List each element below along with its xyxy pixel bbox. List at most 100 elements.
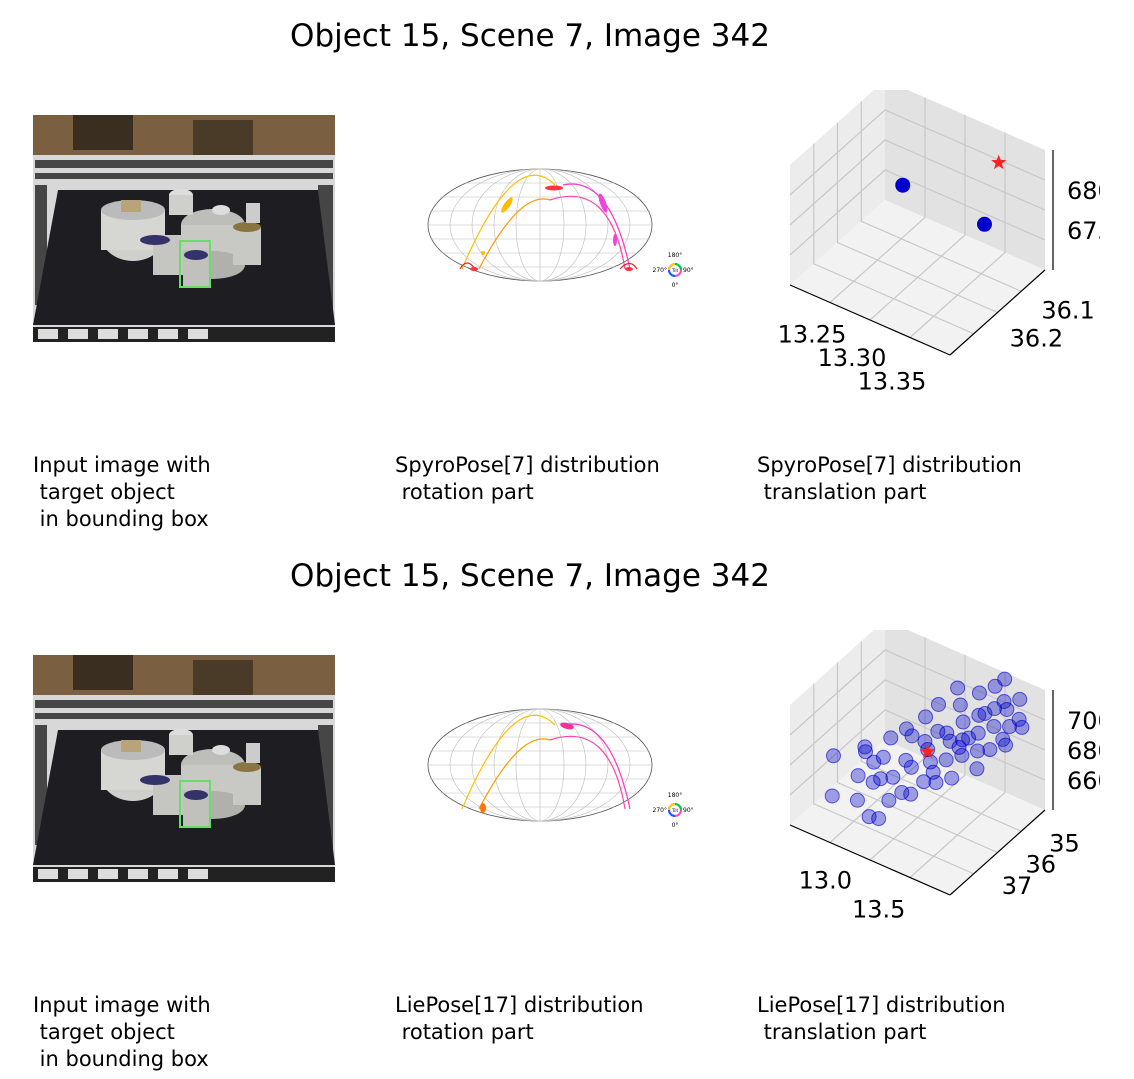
rotation-mollweide-2: 180° 270° 90° 0° Tilt (425, 705, 700, 839)
svg-text:270°: 270° (653, 267, 667, 274)
series-circle (895, 177, 992, 232)
caption-translation-1: SpyroPose[7] distribution translation pa… (757, 453, 1022, 504)
data-point (971, 707, 987, 723)
data-point (986, 718, 1002, 734)
data-point (849, 792, 865, 808)
caption-translation-2: LiePose[17] distribution translation par… (757, 993, 1006, 1044)
svg-text:0°: 0° (672, 822, 679, 829)
data-point (866, 754, 882, 770)
rotation-samples-orange (480, 803, 486, 813)
data-point (1012, 691, 1028, 707)
x-tick-label: 13.30 (818, 344, 887, 372)
svg-text:180°: 180° (668, 792, 682, 799)
data-point (971, 685, 987, 701)
data-point (903, 786, 919, 802)
scene-photo-1 (33, 115, 335, 342)
data-point (881, 792, 897, 808)
rotation-samples-yellow (481, 197, 513, 255)
data-point (961, 730, 977, 746)
series-star (991, 154, 1007, 170)
data-point (895, 177, 911, 193)
rotation-curve-pink (549, 195, 626, 270)
caption-rotation-1: SpyroPose[7] distribution rotation part (395, 453, 660, 504)
rotation-samples-magenta (598, 193, 617, 246)
data-point (1002, 719, 1018, 735)
rotation-samples-red (470, 185, 633, 271)
scene-photo-2 (33, 655, 335, 882)
data-point (952, 697, 968, 713)
data-point (970, 743, 986, 759)
data-point (996, 693, 1012, 709)
svg-text:Tilt: Tilt (671, 268, 679, 273)
y-tick-label: 36.2 (1010, 325, 1063, 353)
data-point (998, 737, 1014, 753)
grid-lines (789, 637, 1046, 878)
svg-text:270°: 270° (653, 807, 667, 814)
data-point (997, 671, 1013, 687)
data-point (861, 809, 877, 825)
figure-title-2: Object 15, Scene 7, Image 342 (290, 558, 770, 594)
data-point-star (991, 154, 1007, 170)
series-circle (824, 671, 1030, 827)
x-tick-label: 13.0 (799, 866, 852, 894)
z-tick-label: 700 (1067, 707, 1100, 735)
data-point (954, 732, 970, 748)
data-point (871, 811, 887, 827)
input-image-1 (33, 115, 335, 342)
y-tick-label: 35 (1049, 829, 1080, 857)
data-point (955, 714, 971, 730)
data-point (885, 769, 901, 785)
data-point (858, 744, 874, 760)
data-point (942, 733, 958, 749)
data-point (954, 747, 970, 763)
data-point-star (920, 743, 936, 759)
rotation-curve-yellow (461, 174, 556, 270)
data-point (873, 771, 889, 787)
data-point (982, 742, 998, 758)
svg-text:180°: 180° (668, 252, 682, 259)
svg-text:90°: 90° (683, 267, 694, 274)
rotation-curve-orange (478, 198, 551, 270)
data-point (938, 752, 954, 768)
data-point (970, 725, 986, 741)
axis-lines (789, 150, 1054, 356)
rotation-curve-magenta (562, 723, 631, 810)
mollweide-grid (427, 708, 653, 822)
axes-panes (790, 630, 1045, 895)
data-point (918, 709, 934, 725)
data-point (925, 764, 941, 780)
data-point (875, 749, 891, 765)
y-tick-label: 36.1 (1041, 296, 1094, 324)
z-tick-label: 660 (1067, 767, 1100, 795)
data-point (977, 706, 993, 722)
z-tick-label: 680 (1067, 177, 1100, 205)
caption-image-1: Input image with target object in boundi… (33, 453, 211, 531)
x-tick-label: 13.25 (778, 321, 847, 349)
svg-text:90°: 90° (683, 807, 694, 814)
colorwheel-legend: 180° 270° 90° 0° Tilt (653, 252, 694, 289)
data-point (939, 725, 955, 741)
figure-title-1: Object 15, Scene 7, Image 342 (290, 18, 770, 54)
caption-image-2: Input image with target object in boundi… (33, 993, 211, 1071)
grid-lines (789, 97, 1046, 338)
caption-rotation-2: LiePose[17] distribution rotation part (395, 993, 644, 1044)
data-point (951, 739, 967, 755)
rotation-curve-yellow (461, 714, 556, 810)
x-tick-label: 13.5 (852, 896, 905, 924)
input-image-2 (33, 655, 335, 882)
rotation-samples-pink (560, 722, 574, 730)
data-point (950, 680, 966, 696)
axis-lines (789, 690, 1054, 896)
data-point (930, 696, 946, 712)
data-point (904, 728, 920, 744)
data-point (825, 748, 841, 764)
rotation-curve-pink (549, 735, 626, 810)
data-point (944, 770, 960, 786)
rotation-mollweide-1: 180° 270° 90° 0° Tilt (425, 165, 700, 299)
data-point (903, 759, 919, 775)
z-tick-label: 680 (1067, 737, 1100, 765)
data-point (883, 730, 899, 746)
svg-text:Tilt: Tilt (671, 808, 679, 813)
